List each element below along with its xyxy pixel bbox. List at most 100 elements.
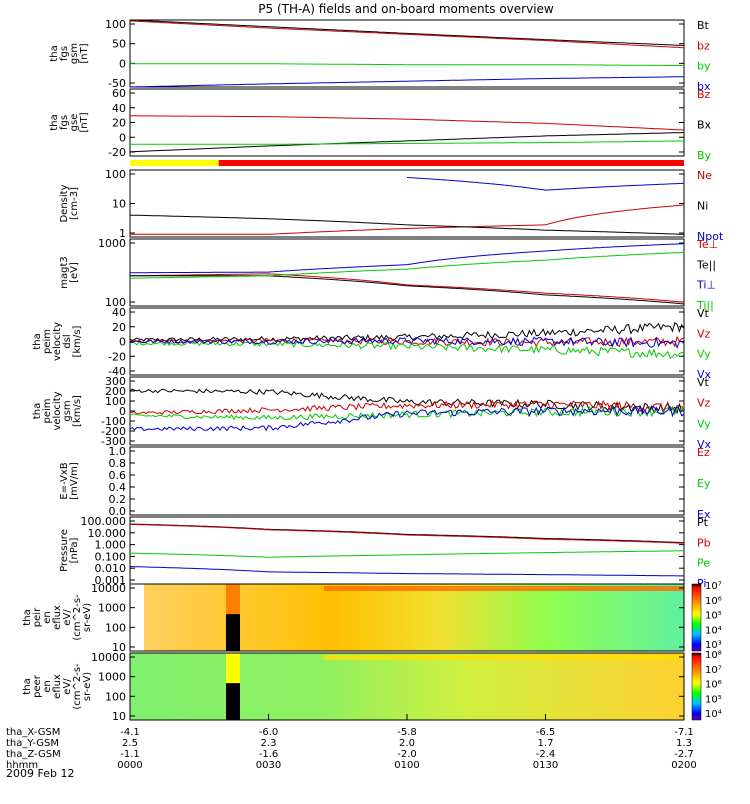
series-line-by bbox=[130, 63, 685, 67]
series-line-bz bbox=[129, 20, 685, 49]
status-bar-segment-yellow bbox=[130, 160, 219, 166]
y-tick-label: 20 bbox=[112, 321, 126, 334]
y-tick-label: 100.000 bbox=[81, 515, 127, 528]
legend-item: Ey bbox=[697, 477, 711, 490]
y-axis-label-line: magt3 bbox=[59, 256, 70, 289]
y-axis-label-line: Pressure bbox=[59, 529, 70, 572]
x-row-value: -4.1 bbox=[120, 727, 140, 738]
colorbar-label: 10⁴ bbox=[705, 625, 722, 636]
x-row-value: -1.1 bbox=[120, 749, 140, 760]
y-axis-label-line: [mV/m] bbox=[69, 462, 80, 500]
panel-frame bbox=[129, 88, 685, 157]
legend-item: Ez bbox=[697, 446, 710, 459]
series-line-Ti bbox=[130, 243, 685, 274]
y-tick-label: -100 bbox=[101, 415, 126, 428]
y-axis-label-line: tha bbox=[49, 45, 60, 61]
legend-item: Ni bbox=[697, 200, 708, 213]
x-axis-annotation: tha_X-GSM -4.1 -6.0 -5.8 -6.5 -7.1 tha_Y-GSM 2.… bbox=[6, 714, 697, 771]
y-tick-label: 40 bbox=[112, 102, 126, 115]
x-row-value: 0200 bbox=[671, 760, 696, 771]
y-tick-label: 100 bbox=[105, 395, 126, 408]
x-row-value: 1.7 bbox=[538, 738, 554, 749]
y-tick-label: 60 bbox=[112, 87, 126, 100]
y-tick-label: 0.4 bbox=[109, 481, 127, 494]
legend-item: Bt bbox=[697, 19, 710, 32]
x-row-value: -6.5 bbox=[536, 727, 556, 738]
y-tick-label: 20 bbox=[112, 117, 126, 130]
y-axis-label-line: [km/s] bbox=[72, 325, 83, 357]
y-tick-label: 10000 bbox=[91, 651, 126, 664]
series-line-Bz bbox=[130, 115, 685, 131]
spectrogram-fill bbox=[144, 584, 684, 651]
series-line-Vy bbox=[129, 340, 685, 360]
legend-item: Vy bbox=[697, 348, 711, 361]
series-line-Ti bbox=[130, 251, 685, 279]
plot-title: P5 (TH-A) fields and on-board moments ov… bbox=[258, 2, 554, 16]
series-line-Pi bbox=[130, 566, 684, 577]
y-axis-label-line: peir bbox=[32, 607, 43, 627]
y-axis-label-line: E=-VxB bbox=[59, 462, 70, 499]
panel-fgs-gsm: 100 50 0 -50 tha fgs gsm [nT] Bt bz by bx bbox=[49, 18, 711, 93]
x-row-value: 2.5 bbox=[122, 738, 138, 749]
x-row-value: 0130 bbox=[533, 760, 558, 771]
y-axis-label-line: (cm^2-s- bbox=[72, 663, 83, 710]
series-line-Vz bbox=[129, 399, 685, 415]
y-tick-label: 10.000 bbox=[88, 527, 127, 540]
panel-fgs-gse: 60 40 200 -20 tha fgs gse [nT] Bz Bx By bbox=[49, 87, 712, 162]
panel-frame bbox=[129, 583, 685, 652]
series-line-Vy bbox=[129, 405, 685, 421]
colorbar-label: 10⁵ bbox=[705, 611, 722, 622]
spectrogram-band bbox=[323, 655, 684, 660]
panel-e-field: 1.00.80.60.40.20.0 E=-VxB [mV/m] Ez Ey Ex bbox=[59, 445, 711, 521]
y-tick-label: 0.2 bbox=[109, 493, 127, 506]
y-tick-label: -20 bbox=[108, 350, 126, 363]
colorbar-label: 10⁶ bbox=[705, 680, 722, 691]
x-row-value: -2.4 bbox=[536, 749, 556, 760]
panel-peir-spec: 10⁷ 10⁶ 10⁵ 10⁴ 10³ 10000 1000 100 10 tha peir en ef… bbox=[22, 581, 722, 654]
y-tick-label: 1.000 bbox=[95, 539, 127, 552]
x-row-value: -7.1 bbox=[674, 727, 694, 738]
y-axis-label-line: [nT] bbox=[79, 43, 90, 63]
y-tick-label: 1000 bbox=[98, 237, 126, 250]
series-line-Ne bbox=[130, 204, 685, 235]
panel-density: 100 10 1 Density [cm-3] Ne Ni Npot bbox=[59, 168, 724, 243]
y-axis-label-line: tha bbox=[49, 114, 60, 130]
y-axis-label-line: tha bbox=[32, 403, 43, 419]
series-line-Npot bbox=[406, 176, 685, 191]
y-axis-label-line: fgs bbox=[59, 46, 70, 61]
colorbar-label: 10⁸ bbox=[705, 650, 722, 661]
legend-item: Vx bbox=[697, 368, 712, 381]
x-row-value: 2.3 bbox=[261, 738, 277, 749]
spectrogram-band bbox=[323, 586, 684, 591]
legend-item: Te|| bbox=[696, 258, 716, 271]
y-tick-label: -20 bbox=[108, 146, 126, 159]
series-line-Bx bbox=[129, 132, 684, 153]
y-axis-label-line: eflux bbox=[52, 605, 63, 630]
legend-item: Vy bbox=[697, 417, 711, 430]
y-axis-label-line: sr-eV) bbox=[82, 603, 93, 632]
x-row-label: hhmm bbox=[6, 760, 38, 771]
y-axis-label-line: [cm-3] bbox=[69, 187, 80, 220]
series-line-Te bbox=[130, 275, 685, 305]
date-label: 2009 Feb 12 bbox=[6, 767, 74, 780]
y-axis-label-line: tha bbox=[32, 333, 43, 349]
y-tick-label: 0.100 bbox=[95, 550, 127, 563]
spectrogram-gap-top bbox=[226, 653, 240, 684]
y-axis-label-line: gse bbox=[69, 114, 80, 132]
x-row-value: 0030 bbox=[256, 760, 281, 771]
panel-frame bbox=[129, 446, 685, 516]
y-axis-label-line: [nT] bbox=[79, 112, 90, 132]
legend-item: by bbox=[697, 60, 711, 73]
x-row-value: -2.7 bbox=[674, 749, 694, 760]
y-axis-label-line: velocity bbox=[52, 322, 63, 361]
panel-frame bbox=[129, 19, 685, 88]
legend-item: bz bbox=[697, 39, 710, 52]
y-tick-label: 0.010 bbox=[95, 562, 127, 575]
colorbar-label: 10⁷ bbox=[705, 665, 722, 676]
y-axis-label-line: Density bbox=[59, 184, 70, 222]
y-tick-label: 100 bbox=[105, 690, 126, 703]
series-line-Vt bbox=[129, 322, 685, 343]
